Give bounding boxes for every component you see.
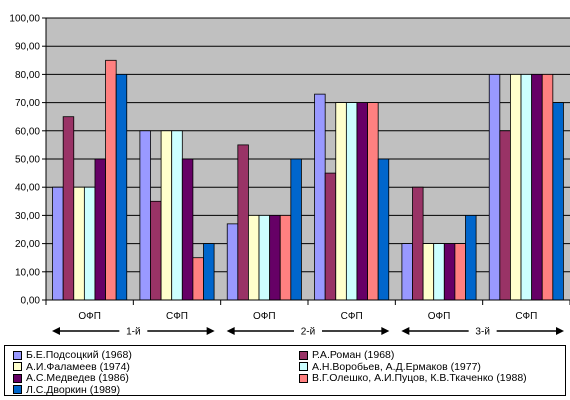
legend-swatch — [13, 350, 22, 360]
arrow-head-right — [556, 327, 564, 335]
bar — [531, 74, 543, 301]
x-axis: ОФП СФП ОФП СФП ОФП СФП — [45, 299, 570, 322]
bar — [377, 158, 390, 301]
group-label: 1-й — [126, 327, 140, 338]
y-tick-label: 40,00 — [15, 183, 40, 194]
bar — [226, 223, 239, 301]
legend: Б.Е.Подсоцкий (1968) Р.А.Роман (1968) А.И.… — [4, 345, 566, 396]
y-tick-label: 90,00 — [15, 42, 40, 53]
arrow-head-right — [206, 327, 215, 335]
legend-label: А.Н.Воробьев, А.Д.Ермаков (1977) — [312, 360, 481, 373]
legend-swatch — [13, 362, 22, 371]
bar — [115, 74, 128, 301]
y-tick-label: 0,00 — [21, 296, 41, 307]
bar — [171, 130, 183, 301]
legend-item: Б.Е.Подсоцкий (1968) — [13, 349, 132, 361]
legend-item: Р.А.Роман (1968) — [299, 349, 394, 361]
x-category-label: ОФП — [253, 311, 276, 322]
group-label: 2-й — [301, 327, 315, 338]
bar — [181, 158, 194, 301]
gridlines — [46, 17, 570, 301]
bar — [412, 186, 424, 301]
arrow-head-left — [226, 327, 235, 335]
bar — [324, 172, 337, 301]
bar — [248, 214, 260, 301]
x-category-label: ОФП — [78, 311, 101, 322]
y-tick-label: 10,00 — [15, 267, 40, 278]
bar — [192, 257, 204, 301]
legend-label: А.И.Фаламеев (1974) — [26, 360, 130, 373]
bar — [345, 102, 358, 301]
bar — [269, 214, 281, 301]
x-category-label: СФП — [166, 311, 188, 322]
legend-label: А.С.Медведев (1986) — [26, 372, 129, 384]
bars — [52, 59, 564, 301]
group-axis: 1-й 2-й 3-й — [52, 327, 564, 338]
legend-swatch — [299, 362, 308, 371]
bar — [314, 93, 326, 301]
legend-swatch — [13, 385, 22, 394]
bar — [160, 130, 173, 301]
bar — [73, 186, 85, 301]
y-tick-label: 60,00 — [15, 126, 40, 137]
y-tick-label: 50,00 — [15, 155, 40, 166]
bar — [290, 158, 302, 301]
group-label: 3-й — [475, 327, 489, 338]
bar — [520, 74, 533, 301]
y-axis: 0,00 10,00 20,00 30,00 40,00 50,00 60,00 70,00 8… — [9, 14, 47, 307]
bar — [443, 243, 456, 301]
bar — [139, 130, 151, 301]
bar — [499, 130, 511, 301]
legend-swatch — [13, 373, 22, 383]
bar — [552, 102, 564, 301]
bar-chart: 0,00 10,00 20,00 30,00 40,00 50,00 60,00 70,00 8… — [9, 14, 570, 338]
bar — [279, 214, 292, 301]
x-category-label: СФП — [341, 311, 363, 322]
x-category-label: ОФП — [428, 311, 451, 322]
legend-item: А.И.Фаламеев (1974) — [13, 361, 130, 373]
legend-label: В.Г.Олешко, А.И.Пуцов, К.В.Ткаченко (198… — [312, 372, 527, 384]
y-tick-label: 100,00 — [9, 14, 40, 25]
bar — [52, 186, 64, 301]
y-tick-label: 80,00 — [15, 70, 40, 81]
legend-label: Р.А.Роман (1968) — [312, 349, 395, 361]
bar — [367, 102, 379, 301]
bar — [237, 144, 249, 301]
arrow-head-left — [52, 327, 60, 335]
bar — [465, 214, 477, 301]
x-category-label: СФП — [515, 311, 537, 322]
bar — [203, 243, 215, 301]
legend-item: А.С.Медведев (1986) — [13, 372, 129, 384]
bar — [356, 102, 368, 301]
legend-item: Л.С.Дворкин (1989) — [13, 384, 120, 396]
legend-label: Л.С.Дворкин (1989) — [26, 383, 121, 396]
bar — [454, 243, 466, 301]
bar — [401, 243, 413, 301]
bar — [510, 74, 522, 301]
bar — [94, 158, 106, 301]
bar — [150, 200, 162, 301]
bar — [541, 74, 554, 301]
arrow-head-right — [381, 327, 390, 335]
legend-swatch — [299, 350, 308, 360]
legend-item: В.Г.Олешко, А.И.Пуцов, К.В.Ткаченко (198… — [299, 372, 527, 384]
bar — [488, 74, 501, 301]
arrow-head-left — [401, 327, 410, 335]
bar — [335, 102, 347, 301]
y-tick-label: 30,00 — [15, 211, 40, 222]
bar — [433, 243, 445, 301]
bar — [105, 59, 117, 301]
bar — [422, 243, 435, 301]
legend-item: А.Н.Воробьев, А.Д.Ермаков (1977) — [299, 361, 481, 373]
bar — [62, 116, 75, 301]
legend-label: Б.Е.Подсоцкий (1968) — [26, 349, 132, 361]
bar — [258, 214, 271, 301]
legend-swatch — [299, 373, 308, 383]
y-tick-label: 70,00 — [15, 98, 40, 109]
y-tick-label: 20,00 — [15, 239, 40, 250]
bar — [83, 186, 96, 301]
